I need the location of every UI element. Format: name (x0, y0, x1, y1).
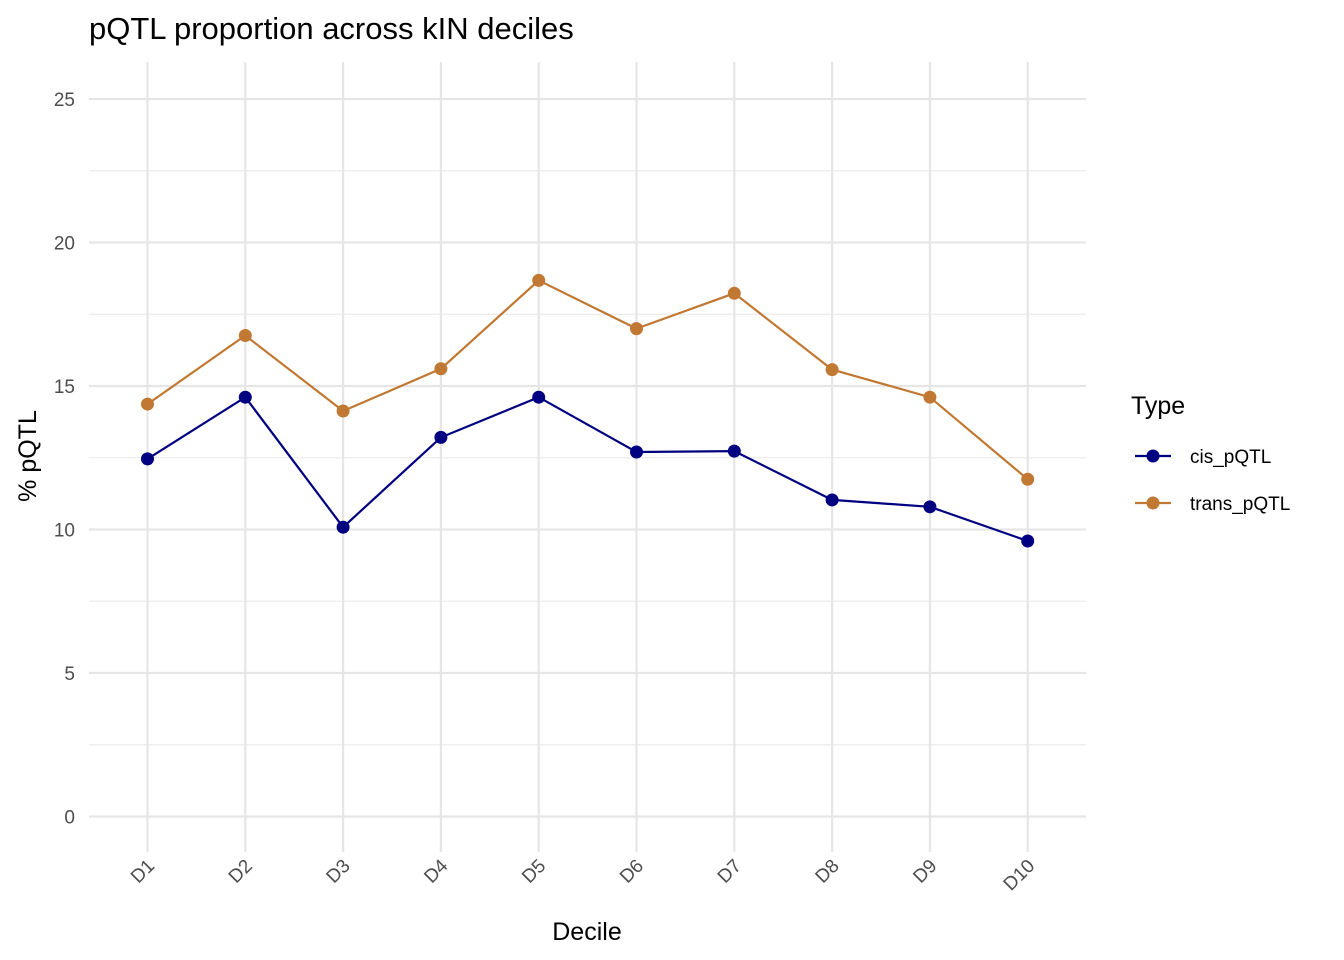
y-tick-labels: 0 5 10 15 20 25 (54, 90, 75, 829)
x-axis-title: Decile (552, 918, 621, 946)
data-point-trans_pQTL (141, 397, 154, 411)
data-point-trans_pQTL (923, 390, 937, 404)
y-tick-label: 5 (64, 664, 75, 685)
data-point-cis_pQTL (238, 390, 252, 404)
data-point-trans_pQTL (238, 328, 252, 342)
data-point-trans_pQTL (336, 404, 350, 418)
data-point-cis_pQTL (630, 445, 643, 459)
data-point-cis_pQTL (434, 430, 448, 444)
data-point-cis_pQTL (336, 520, 350, 534)
data-point-cis_pQTL (1021, 534, 1035, 548)
data-point-cis_pQTL (141, 452, 154, 466)
series-line-cis_pQTL (146, 395, 1029, 543)
legend-label: cis_pQTL (1190, 447, 1271, 468)
x-tick-label: D10 (1000, 856, 1039, 895)
y-tick-label: 25 (54, 90, 75, 111)
data-point-trans_pQTL (825, 363, 839, 377)
data-point-cis_pQTL (727, 444, 741, 458)
data-point-cis_pQTL (923, 500, 937, 514)
legend-key-point (1146, 496, 1160, 510)
x-tick-label: D3 (323, 856, 355, 888)
x-tick-labels: D1 D2 D3 D4 D5 D6 D7 D8 D9 D10 (127, 855, 1039, 895)
series-line-trans_pQTL (146, 279, 1029, 481)
data-point-trans_pQTL (727, 286, 741, 300)
legend-title: Type (1131, 392, 1185, 420)
x-tick-label: D9 (909, 856, 941, 888)
x-tick-label: D7 (714, 856, 746, 888)
legend-key-point (1146, 449, 1160, 463)
data-point-trans_pQTL (532, 273, 546, 287)
data-point-trans_pQTL (1021, 472, 1035, 486)
x-tick-label: D8 (812, 856, 844, 888)
x-tick-label: D5 (518, 856, 550, 888)
grid (89, 62, 1086, 852)
y-tick-label: 0 (64, 808, 75, 829)
y-tick-label: 20 (54, 234, 75, 255)
data-point-cis_pQTL (532, 390, 546, 404)
x-tick-label: D4 (420, 855, 452, 887)
series-points (141, 273, 1035, 548)
x-tick-label: D2 (225, 856, 257, 888)
x-tick-label: D6 (616, 856, 648, 888)
series-lines (146, 279, 1029, 543)
legend: Type cis_pQTL trans_pQTL (1131, 392, 1290, 515)
chart-title: pQTL proportion across kIN deciles (89, 11, 574, 46)
legend-label: trans_pQTL (1190, 494, 1290, 515)
y-axis-title: % pQTL (14, 410, 42, 502)
x-tick-label: D1 (127, 856, 159, 888)
y-tick-label: 15 (54, 377, 75, 398)
data-point-trans_pQTL (434, 362, 448, 376)
data-point-cis_pQTL (825, 493, 839, 507)
y-tick-label: 10 (54, 521, 75, 542)
data-point-trans_pQTL (630, 322, 643, 336)
